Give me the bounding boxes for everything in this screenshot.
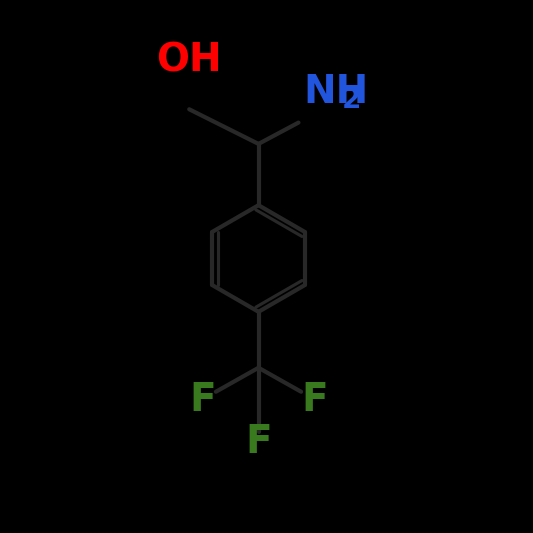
Text: NH: NH: [304, 73, 369, 111]
Text: F: F: [301, 381, 328, 419]
Text: OH: OH: [156, 42, 222, 80]
Text: 2: 2: [342, 86, 361, 114]
Text: F: F: [189, 381, 216, 419]
Text: F: F: [245, 423, 272, 462]
